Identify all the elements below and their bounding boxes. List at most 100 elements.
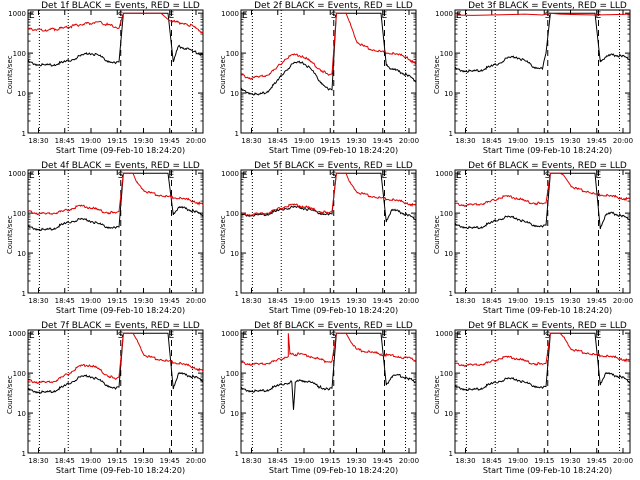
y-tick-label: 1 bbox=[449, 130, 453, 138]
detector-panel: Det 1f BLACK = Events, RED = LLD Start Ti… bbox=[0, 0, 213, 160]
panel-title: Det 3f BLACK = Events, RED = LLD bbox=[468, 1, 627, 11]
x-axis-label: Start Time (09-Feb-10 18:24:20) bbox=[55, 146, 186, 155]
x-tick-label: 20:00 bbox=[186, 297, 206, 305]
x-tick-label: 19:00 bbox=[508, 297, 528, 305]
y-tick-label: 100 bbox=[13, 370, 26, 378]
x-tick-label: 19:30 bbox=[560, 457, 580, 465]
event-marker-label: S bbox=[331, 331, 337, 341]
panel-plot: 1 10 100 1000 18:30 18:45 19:00 19:15 19:30 19:45… bbox=[8, 9, 206, 145]
x-tick-label: 18:45 bbox=[55, 457, 75, 465]
y-tick-label: 10 bbox=[444, 90, 453, 98]
x-tick-label: 19:45 bbox=[373, 137, 393, 145]
event-marker-label: S bbox=[118, 171, 124, 181]
x-tick-label: 19:15 bbox=[107, 297, 127, 305]
x-tick-label: 20:00 bbox=[613, 297, 633, 305]
events-series-line bbox=[454, 172, 631, 230]
lld-series-line bbox=[27, 332, 204, 384]
x-tick-label: 20:00 bbox=[186, 457, 206, 465]
y-tick-label: 10 bbox=[230, 90, 239, 98]
y-tick-label: 1 bbox=[235, 290, 239, 298]
plot-frame bbox=[454, 9, 631, 134]
y-tick-label: 100 bbox=[226, 50, 239, 58]
plot-frame bbox=[240, 329, 417, 454]
y-tick-label: 100 bbox=[226, 210, 239, 218]
x-tick-label: 19:45 bbox=[160, 137, 180, 145]
y-tick-label: 1 bbox=[22, 290, 26, 298]
panel-plot: 1 10 100 1000 18:30 18:45 19:00 19:15 19:30 19:45… bbox=[8, 329, 206, 465]
panel-title: Det 2f BLACK = Events, RED = LLD bbox=[254, 1, 413, 11]
panel-plot: 1 10 100 1000 18:30 18:45 19:00 19:15 19:30 19:45… bbox=[8, 169, 206, 305]
y-tick-label: 1 bbox=[235, 130, 239, 138]
y-tick-label: 1000 bbox=[435, 170, 453, 178]
events-series-line bbox=[454, 332, 631, 392]
x-tick-label: 19:30 bbox=[133, 297, 153, 305]
y-tick-label: 1 bbox=[22, 130, 26, 138]
x-tick-label: 18:30 bbox=[455, 137, 475, 145]
lld-series-line bbox=[240, 172, 417, 217]
x-tick-label: 18:45 bbox=[482, 137, 502, 145]
detector-panel: Det 8f BLACK = Events, RED = LLD Start Ti… bbox=[213, 320, 426, 480]
event-marker-label: S bbox=[545, 331, 551, 341]
x-tick-label: 19:30 bbox=[133, 457, 153, 465]
y-tick-label: 100 bbox=[226, 370, 239, 378]
x-axis-label: Start Time (09-Feb-10 18:24:20) bbox=[268, 466, 399, 475]
event-marker-label: S bbox=[118, 11, 124, 21]
x-tick-label: 18:45 bbox=[482, 297, 502, 305]
y-tick-label: 1 bbox=[449, 450, 453, 458]
x-tick-label: 20:00 bbox=[399, 457, 419, 465]
x-tick-label: 19:45 bbox=[587, 137, 607, 145]
x-tick-label: 20:00 bbox=[613, 457, 633, 465]
x-tick-label: 19:00 bbox=[294, 457, 314, 465]
detector-panel: Det 3f BLACK = Events, RED = LLD Start Ti… bbox=[427, 0, 640, 160]
x-axis-label: Start Time (09-Feb-10 18:24:20) bbox=[268, 306, 399, 315]
x-axis-label: Start Time (09-Feb-10 18:24:20) bbox=[482, 306, 613, 315]
y-tick-label: 1000 bbox=[435, 10, 453, 18]
panel-plot: 1 10 100 1000 18:30 18:45 19:00 19:15 19:30 19:45… bbox=[435, 169, 633, 305]
y-tick-label: 100 bbox=[440, 50, 453, 58]
x-tick-label: 19:15 bbox=[534, 297, 554, 305]
y-tick-label: 10 bbox=[230, 410, 239, 418]
x-axis-label: Start Time (09-Feb-10 18:24:20) bbox=[55, 306, 186, 315]
lld-series-line bbox=[240, 12, 417, 80]
y-tick-label: 1000 bbox=[8, 170, 26, 178]
event-marker-label: S bbox=[331, 11, 337, 21]
events-series-line bbox=[240, 172, 417, 223]
events-series-line bbox=[240, 332, 417, 410]
plot-frame bbox=[27, 329, 204, 454]
event-marker-label: E bbox=[29, 331, 35, 341]
x-tick-label: 18:45 bbox=[268, 457, 288, 465]
event-marker-label: E bbox=[596, 331, 602, 341]
y-tick-label: 10 bbox=[444, 250, 453, 258]
x-tick-label: 18:45 bbox=[482, 457, 502, 465]
x-tick-label: 19:45 bbox=[160, 457, 180, 465]
x-tick-label: 19:00 bbox=[81, 457, 101, 465]
panel-plot: 1 10 100 1000 18:30 18:45 19:00 19:15 19:30 19:45… bbox=[435, 9, 633, 145]
y-tick-label: 1000 bbox=[221, 10, 239, 18]
panel-title: Det 9f BLACK = Events, RED = LLD bbox=[468, 321, 627, 331]
x-tick-label: 19:00 bbox=[508, 457, 528, 465]
x-tick-label: 18:30 bbox=[28, 457, 48, 465]
event-marker-label: E bbox=[242, 171, 248, 181]
panel-title: Det 6f BLACK = Events, RED = LLD bbox=[468, 161, 627, 171]
detector-panel: Det 2f BLACK = Events, RED = LLD Start Ti… bbox=[213, 0, 426, 160]
x-tick-label: 19:15 bbox=[320, 457, 340, 465]
event-marker-label: E bbox=[596, 11, 602, 21]
event-marker-label: E bbox=[382, 11, 388, 21]
y-tick-label: 1000 bbox=[221, 330, 239, 338]
plot-frame bbox=[27, 169, 204, 294]
event-marker-label: E bbox=[596, 171, 602, 181]
detector-panel: Det 4f BLACK = Events, RED = LLD Start Ti… bbox=[0, 160, 213, 320]
lld-series-line bbox=[454, 12, 631, 16]
panel-title: Det 4f BLACK = Events, RED = LLD bbox=[41, 161, 200, 171]
panel-title: Det 7f BLACK = Events, RED = LLD bbox=[41, 321, 200, 331]
panel-plot: 1 10 100 1000 18:30 18:45 19:00 19:15 19:30 19:45… bbox=[435, 329, 633, 465]
event-marker-label: E bbox=[29, 11, 35, 21]
panel-plot: 1 10 100 1000 18:30 18:45 19:00 19:15 19:30 19:45… bbox=[221, 329, 419, 465]
x-tick-label: 19:15 bbox=[534, 457, 554, 465]
panel-plot: 1 10 100 1000 18:30 18:45 19:00 19:15 19:30 19:45… bbox=[221, 9, 419, 145]
y-tick-label: 1000 bbox=[8, 10, 26, 18]
plot-frame bbox=[454, 169, 631, 294]
x-tick-label: 19:15 bbox=[320, 137, 340, 145]
y-tick-label: 10 bbox=[17, 410, 26, 418]
panel-plot: 1 10 100 1000 18:30 18:45 19:00 19:15 19:30 19:45… bbox=[221, 169, 419, 305]
